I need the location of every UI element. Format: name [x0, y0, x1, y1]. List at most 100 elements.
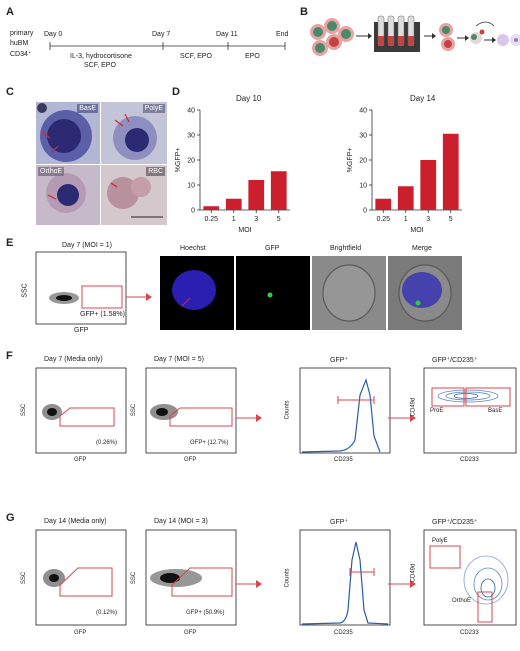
enucleating-cell-icon	[470, 29, 485, 44]
f-p2-title: Day 7 (MOI = 5)	[154, 356, 204, 363]
cell-cluster-icon	[310, 18, 354, 56]
x-tick-label: 0.25	[376, 216, 390, 223]
f-contour-x: CD233	[460, 457, 479, 463]
timeline-end: End	[276, 31, 289, 38]
e-gate-label: GFP+ (1.58%)	[80, 311, 125, 318]
micrograph-orthoe: OrthoE	[36, 165, 100, 225]
y-tick-label: 0	[191, 208, 195, 215]
timeline-seg3: EPO	[245, 53, 260, 60]
chart-day10-title: Day 10	[236, 94, 262, 103]
panel-letter-f: F	[6, 350, 13, 362]
y-tick-label: 30	[359, 133, 367, 140]
micrograph-base: BasE	[36, 102, 100, 164]
e-plot-title: Day 7 (MOI = 1)	[62, 242, 112, 249]
bar	[248, 180, 265, 210]
erythroblast-icon	[439, 23, 455, 51]
source-line-1: primary	[10, 30, 34, 37]
y-tick-label: 0	[363, 208, 367, 215]
x-tick-label: 0.25	[204, 216, 218, 223]
g-contour-x: CD233	[460, 630, 479, 636]
f-p1-title: Day 7 (Media only)	[44, 356, 103, 363]
g-gate-polye: PolyE	[432, 538, 448, 544]
micrograph-label-rbc: RBC	[146, 167, 165, 176]
micrograph-label-base: BasE	[77, 104, 98, 113]
g-contour-title: GFP⁺/CD235⁺	[432, 519, 478, 526]
bar	[375, 198, 392, 210]
y-tick-label: 20	[187, 158, 195, 165]
tube-rack-icon	[374, 15, 420, 52]
micrograph-label-polye: PolyE	[142, 104, 165, 113]
y-axis-label: %GFP+	[175, 148, 182, 173]
chart-day14-title: Day 14	[410, 94, 436, 103]
img-title-hoechst: Hoechst	[180, 245, 206, 252]
timeline-seg1-line1: IL-3, hydrocortisone	[70, 53, 132, 60]
y-tick-label: 40	[359, 108, 367, 115]
y-tick-label: 20	[359, 158, 367, 165]
transduction-schematic	[310, 15, 520, 56]
g-gate-orthoe: OrthoE	[452, 598, 472, 604]
x-tick-label: 5	[277, 216, 281, 223]
g-p2-y: SSC	[131, 571, 138, 585]
f-p2-x: GFP	[184, 457, 197, 463]
f-p1-gate: (0.26%)	[96, 440, 118, 446]
bar	[397, 186, 414, 210]
micrograph-label-orthoe: OrthoE	[38, 167, 65, 176]
f-p1-x: GFP	[74, 457, 87, 463]
timeline-axis	[49, 42, 286, 50]
g-hist-x: CD235	[334, 630, 353, 636]
bar	[270, 171, 287, 210]
x-tick-label: 3	[254, 216, 258, 223]
g-p2-x: GFP	[184, 630, 197, 636]
x-axis-label: MOI	[238, 227, 251, 234]
panel-letter-e: E	[6, 237, 14, 249]
panel-letter-d: D	[172, 86, 180, 98]
y-axis-label: %GFP+	[347, 148, 354, 173]
bar	[225, 198, 242, 210]
img-title-gfp: GFP	[265, 245, 280, 252]
reticulocyte-icon	[497, 34, 520, 46]
f-hist-x: CD235	[334, 457, 353, 463]
bar	[203, 206, 220, 210]
x-axis-label: MOI	[410, 227, 423, 234]
timeline-day0: Day 0	[44, 31, 63, 38]
g-p1-x: GFP	[74, 630, 87, 636]
micrograph-rbc: RBC	[101, 165, 167, 225]
source-line-3: CD34⁺	[10, 51, 32, 58]
f-gate-base: BasE	[488, 408, 503, 414]
f-gate-proe: ProE	[430, 408, 444, 414]
panel-letter-c: C	[6, 86, 14, 98]
g-p2-title: Day 14 (MOI = 3)	[154, 518, 208, 525]
g-p2-gate: GFP+ (50.9%)	[186, 610, 225, 616]
e-image-strip	[160, 256, 462, 330]
y-tick-label: 40	[187, 108, 195, 115]
x-tick-label: 1	[232, 216, 236, 223]
g-contour-y: CD49d	[410, 563, 417, 583]
y-tick-label: 10	[187, 183, 195, 190]
x-tick-label: 1	[404, 216, 408, 223]
g-hist-title: GFP⁺	[330, 519, 349, 526]
gfp-bar-charts: 0 10 20 30 40 0.25 1 3 5 MOI %GFP+ 0 10 20 30 40 0.25 1 3 5…	[175, 108, 462, 234]
img-title-brightfield: Brightfield	[330, 245, 362, 252]
g-p1-y: SSC	[21, 571, 28, 585]
source-line-2: huBM	[10, 40, 29, 47]
g-hist-y: Counts	[284, 568, 291, 588]
g-p1-title: Day 14 (Media only)	[44, 518, 107, 525]
panel-letter-g: G	[6, 512, 15, 524]
timeline-day7: Day 7	[152, 31, 171, 38]
img-title-merge: Merge	[412, 245, 432, 252]
timeline-day11: Day 11	[216, 31, 238, 38]
f-contour-title: GFP⁺/CD235⁺	[432, 357, 478, 364]
e-flow-plot	[35, 251, 152, 325]
bar	[442, 133, 459, 210]
x-tick-label: 5	[449, 216, 453, 223]
e-x-label: GFP	[74, 327, 89, 334]
f-p2-gate: GFP+ (12.7%)	[190, 440, 229, 446]
panel-letter-b: B	[300, 6, 308, 18]
bar	[420, 160, 437, 210]
f-hist-title: GFP⁺	[330, 357, 349, 364]
x-tick-label: 3	[426, 216, 430, 223]
micrograph-polye: PolyE	[101, 102, 167, 164]
g-p1-gate: (0.12%)	[96, 610, 118, 616]
